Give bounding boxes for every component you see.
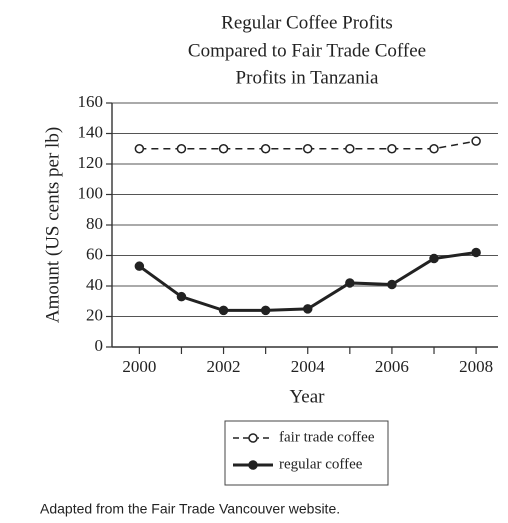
y-tick-label: 60 <box>86 244 103 263</box>
data-point <box>260 144 271 154</box>
data-point <box>387 144 397 154</box>
x-tick-label: 2002 <box>207 357 241 376</box>
data-point <box>218 144 229 154</box>
legend-marker <box>248 460 258 470</box>
y-tick-label: 160 <box>78 92 104 111</box>
chart-title: Compared to Fair Trade Coffee <box>188 40 426 61</box>
data-point <box>302 304 313 314</box>
legend-box <box>224 420 389 486</box>
legend-label: regular coffee <box>279 456 363 472</box>
data-point <box>429 253 439 264</box>
chart-title: Profits in Tanzania <box>236 67 379 88</box>
x-tick-label: 2004 <box>291 357 326 376</box>
x-tick-label: 2006 <box>375 357 409 376</box>
data-point <box>218 305 229 316</box>
data-point <box>176 291 187 302</box>
y-tick-label: 20 <box>86 305 103 324</box>
data-point <box>176 144 187 154</box>
data-point <box>260 305 271 316</box>
y-tick-label: 0 <box>95 336 104 355</box>
y-axis-label: Amount (US cents per lb) <box>42 127 63 323</box>
data-point <box>134 144 145 154</box>
data-point <box>471 247 481 258</box>
source-note: Adapted from the Fair Trade Vancouver we… <box>40 501 340 517</box>
data-point <box>302 144 313 154</box>
y-tick-label: 140 <box>78 122 104 141</box>
data-point <box>471 136 481 146</box>
data-point <box>429 144 439 154</box>
data-point <box>345 144 355 154</box>
x-tick-label: 2008 <box>459 357 493 376</box>
x-axis-label: Year <box>289 386 325 407</box>
chart-title: Regular Coffee Profits <box>221 12 393 33</box>
y-tick-label: 40 <box>86 275 103 294</box>
data-point <box>345 278 355 288</box>
y-tick-label: 120 <box>78 153 104 172</box>
legend-marker <box>248 433 258 443</box>
data-point <box>134 261 145 271</box>
series-line <box>138 250 477 312</box>
legend-label: fair trade coffee <box>279 429 375 445</box>
y-tick-label: 80 <box>86 214 103 233</box>
x-tick-label: 2000 <box>122 357 156 376</box>
y-tick-label: 100 <box>78 183 104 202</box>
data-point <box>387 279 397 290</box>
